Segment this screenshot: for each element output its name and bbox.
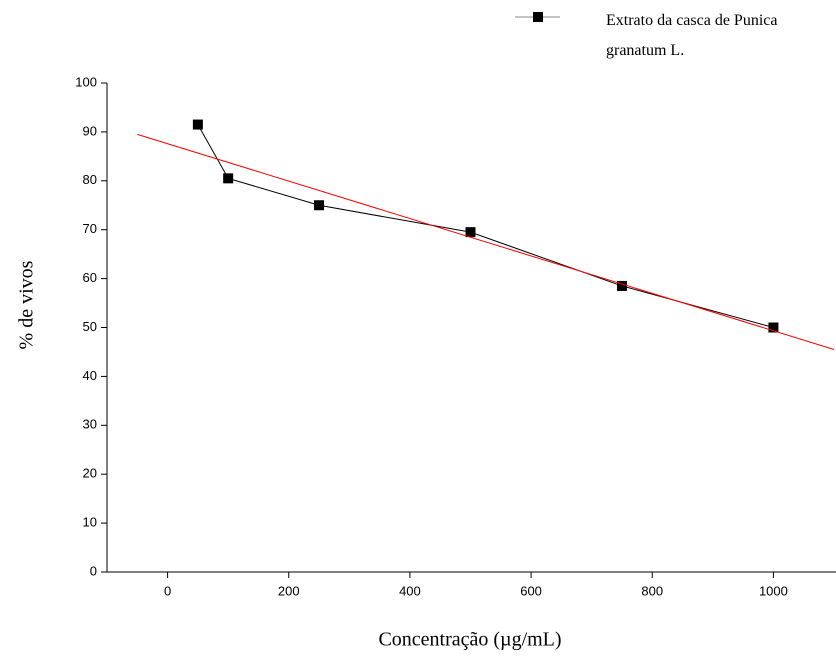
data-point bbox=[314, 200, 325, 211]
legend-label: Extrato da casca de Punica granatum L. bbox=[606, 12, 778, 59]
x-tick-label: 200 bbox=[278, 583, 300, 598]
y-tick-label: 90 bbox=[83, 123, 97, 138]
data-point bbox=[192, 119, 203, 130]
y-tick-label: 0 bbox=[90, 563, 97, 578]
x-tick-label: 0 bbox=[164, 583, 171, 598]
y-tick-label: 60 bbox=[83, 270, 97, 285]
y-axis-label: % de vivos bbox=[16, 260, 38, 349]
y-tick-label: 30 bbox=[83, 417, 97, 432]
x-tick-label: 800 bbox=[641, 583, 663, 598]
x-tick-label: 1000 bbox=[759, 583, 788, 598]
y-tick-label: 100 bbox=[75, 74, 97, 89]
data-point bbox=[768, 322, 779, 333]
y-tick-label: 70 bbox=[83, 221, 97, 236]
x-tick-label: 400 bbox=[399, 583, 421, 598]
data-point bbox=[465, 227, 476, 238]
y-tick-label: 40 bbox=[83, 368, 97, 383]
x-tick-label: 600 bbox=[520, 583, 542, 598]
data-point bbox=[616, 280, 627, 291]
y-tick-label: 10 bbox=[83, 515, 97, 530]
y-tick-label: 80 bbox=[83, 172, 97, 187]
data-point bbox=[223, 173, 234, 184]
series-line bbox=[197, 124, 774, 328]
x-axis-label: Concentração (µg/mL) bbox=[378, 629, 561, 651]
trend-line bbox=[137, 133, 835, 350]
y-tick-label: 50 bbox=[83, 319, 97, 334]
y-tick-label: 20 bbox=[83, 466, 97, 481]
legend-marker bbox=[533, 12, 543, 22]
